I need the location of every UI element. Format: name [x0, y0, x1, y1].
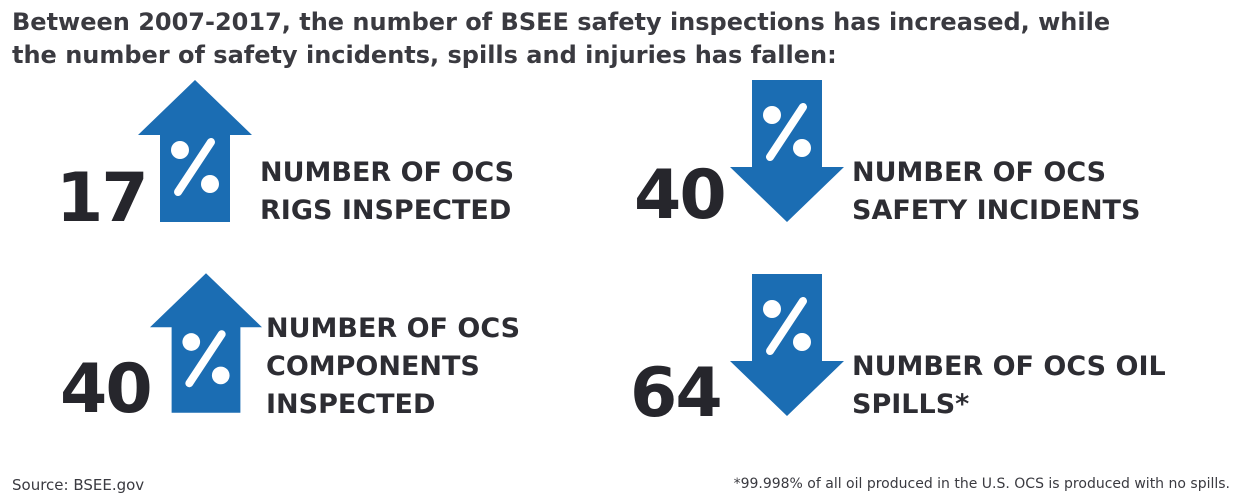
stat-label-line: SPILLS*: [852, 389, 970, 420]
stat-number: 17: [56, 159, 149, 238]
stat-label-line: NUMBER OF OCS: [852, 157, 1107, 188]
percent-up-arrow-icon: [138, 80, 252, 222]
stat-label-line: NUMBER OF OCS OIL: [852, 351, 1166, 382]
headline-line-1: Between 2007-2017, the number of BSEE sa…: [12, 8, 1111, 36]
percent-down-arrow-icon: [730, 274, 844, 416]
percent-up-arrow-icon: [150, 272, 262, 414]
stat-label: NUMBER OF OCS SAFETY INCIDENTS: [852, 154, 1140, 230]
stat-number: 40: [634, 156, 727, 235]
stat-label-line: NUMBER OF OCS: [266, 313, 521, 344]
stat-label-line: SAFETY INCIDENTS: [852, 195, 1141, 226]
stat-number: 64: [630, 354, 723, 433]
stat-number: 40: [60, 350, 153, 429]
percent-down-arrow-icon: [730, 80, 844, 222]
stat-label: NUMBER OF OCS OIL SPILLS*: [852, 348, 1166, 424]
stat-label-line: NUMBER OF OCS: [260, 157, 515, 188]
footnote: *99.998% of all oil produced in the U.S.…: [733, 476, 1230, 492]
stat-label: NUMBER OF OCS RIGS INSPECTED: [260, 154, 514, 230]
headline-line-2: the number of safety incidents, spills a…: [12, 41, 837, 69]
stat-label-line: COMPONENTS: [266, 351, 480, 382]
headline: Between 2007-2017, the number of BSEE sa…: [12, 6, 1212, 72]
stat-label: NUMBER OF OCS COMPONENTS INSPECTED: [266, 310, 520, 424]
source-credit: Source: BSEE.gov: [12, 476, 145, 494]
stat-label-line: INSPECTED: [266, 389, 436, 420]
stat-label-line: RIGS INSPECTED: [260, 195, 512, 226]
